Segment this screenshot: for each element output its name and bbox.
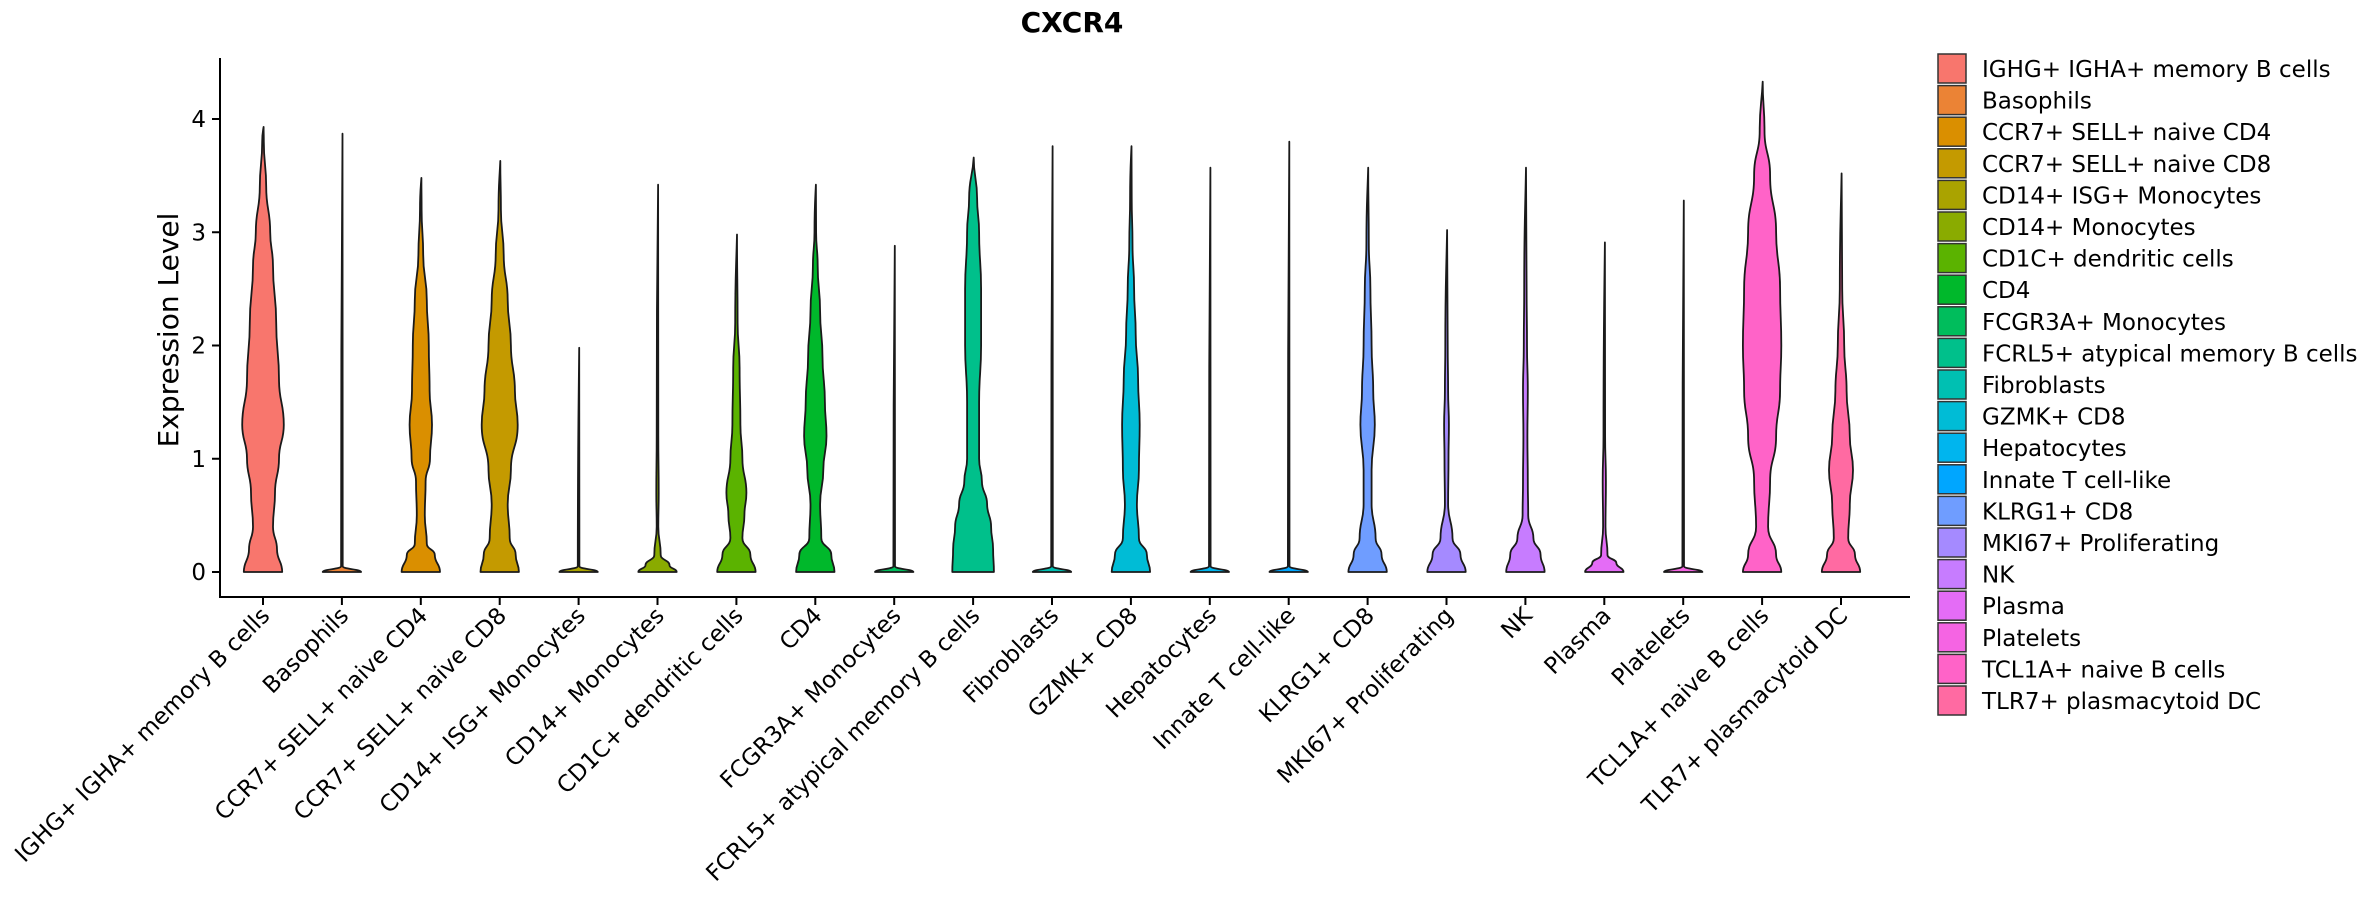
violin-cd4 [795,183,836,573]
legend-swatch-hepatocytes [1937,432,1967,463]
legend-label: KLRG1+ CD8 [1982,499,2133,525]
y-axis-label: Expression Level [152,213,185,448]
legend-swatch-ccr7-sell-naive-cd8 [1937,148,1967,179]
legend-swatch-nk [1937,558,1967,590]
legend-label: GZMK+ CD8 [1982,405,2126,431]
legend-label: CD1C+ dendritic cells [1982,247,2234,273]
violin-platelets [1663,199,1704,573]
violin-ighg-igha-memory-b-cells [241,126,285,573]
legend-swatch-fcgr3a-monocytes [1937,306,1967,337]
legend-label: CD14+ Monocytes [1982,215,2196,241]
legend-swatch-tlr7-plasmacytoid-dc [1937,685,1967,716]
x-tick-label: CD4 [775,603,828,656]
x-tick-label: Plasma [1540,603,1617,680]
legend-label: MKI67+ Proliferating [1982,531,2219,557]
legend-label: TLR7+ plasmacytoid DC [1981,689,2261,715]
violin-innate-t-cell-like [1268,140,1309,573]
y-tick-label: 3 [191,220,206,246]
legend-swatch-innate-t-cell-like [1937,464,1967,495]
violin-tcl1a-naive-b-cells [1742,80,1783,573]
legend-swatch-ccr7-sell-naive-cd4 [1937,116,1967,147]
x-tick-label: Innate T cell-like [1149,603,1301,755]
y-axis-ticks: 0 1 2 3 4 [191,107,220,586]
x-tick-label: FCRL5+ atypical memory B cells [701,603,985,887]
legend-swatch-fibroblasts [1937,369,1967,400]
y-tick-label: 0 [191,560,206,586]
legend-label: Basophils [1982,89,2092,115]
violin-fibroblasts [1031,145,1073,573]
legend-label: IGHG+ IGHA+ memory B cells [1982,57,2331,83]
violin-gzmk-cd8 [1110,145,1151,573]
legend-swatch-cd1c-dendritic-cells [1937,242,1967,274]
legend-label: FCGR3A+ Monocytes [1982,310,2226,336]
violin-ccr7-sell-naive-cd8 [479,160,520,573]
legend-label: CD14+ ISG+ Monocytes [1982,183,2261,209]
legend-label: Plasma [1982,594,2065,620]
legend-swatch-platelets [1937,622,1967,653]
y-tick-label: 4 [191,107,206,133]
violin-hepatocytes [1189,166,1230,573]
legend-swatch-cd4 [1937,274,1967,305]
x-axis-ticks: IGHG+ IGHA+ memory B cellsBasophilsCCR7+… [10,597,1853,887]
legend-label: CD4 [1982,278,2030,304]
legend-label: Platelets [1982,626,2081,652]
x-tick-label: IGHG+ IGHA+ memory B cells [10,603,275,868]
violin-nk [1505,166,1546,573]
violin-fcgr3a-monocytes [874,244,915,573]
violin-cd14-monocytes [637,183,678,573]
legend: IGHG+ IGHA+ memory B cells Basophils CCR7+… [1937,53,2358,716]
legend-label: TCL1A+ naive B cells [1981,657,2225,683]
legend-label: Innate T cell-like [1982,468,2171,494]
legend-swatch-cd14-monocytes [1937,211,1967,242]
legend-label: CCR7+ SELL+ naive CD8 [1982,152,2271,178]
legend-label: CCR7+ SELL+ naive CD4 [1982,120,2271,146]
violin-mki67-proliferating [1426,229,1467,573]
legend-swatch-plasma [1937,590,1967,621]
violin-group [241,80,1862,573]
legend-swatch-ighg-igha-memory-b-cells [1937,53,1967,84]
chart-title: CXCR4 [1021,6,1124,39]
y-tick-label: 1 [191,447,206,473]
legend-swatch-basophils [1937,84,1967,116]
violin-plasma [1584,241,1625,573]
violin-cd14-isg-monocytes [558,346,599,573]
violin-fcrl5-atypical-memory-b-cells [951,156,995,573]
x-tick-label: NK [1496,602,1538,644]
legend-swatch-tcl1a-naive-b-cells [1937,653,1967,685]
violin-tlr7-plasmacytoid-dc [1820,172,1862,573]
legend-swatch-klrg1-cd8 [1937,495,1967,527]
violin-cd1c-dendritic-cells [716,233,757,573]
violin-ccr7-sell-naive-cd4 [400,177,441,573]
legend-swatch-cd14-isg-monocytes [1937,179,1967,211]
legend-label: FCRL5+ atypical memory B cells [1982,341,2358,367]
legend-swatch-mki67-proliferating [1937,527,1967,558]
legend-label: NK [1982,563,2015,589]
violin-klrg1-cd8 [1347,166,1388,573]
y-tick-label: 2 [191,334,206,360]
legend-label: Hepatocytes [1982,436,2127,462]
legend-label: Fibroblasts [1982,373,2106,399]
legend-swatch-gzmk-cd8 [1937,400,1967,432]
legend-swatch-fcrl5-atypical-memory-b-cells [1937,337,1967,369]
violin-basophils [321,132,362,573]
